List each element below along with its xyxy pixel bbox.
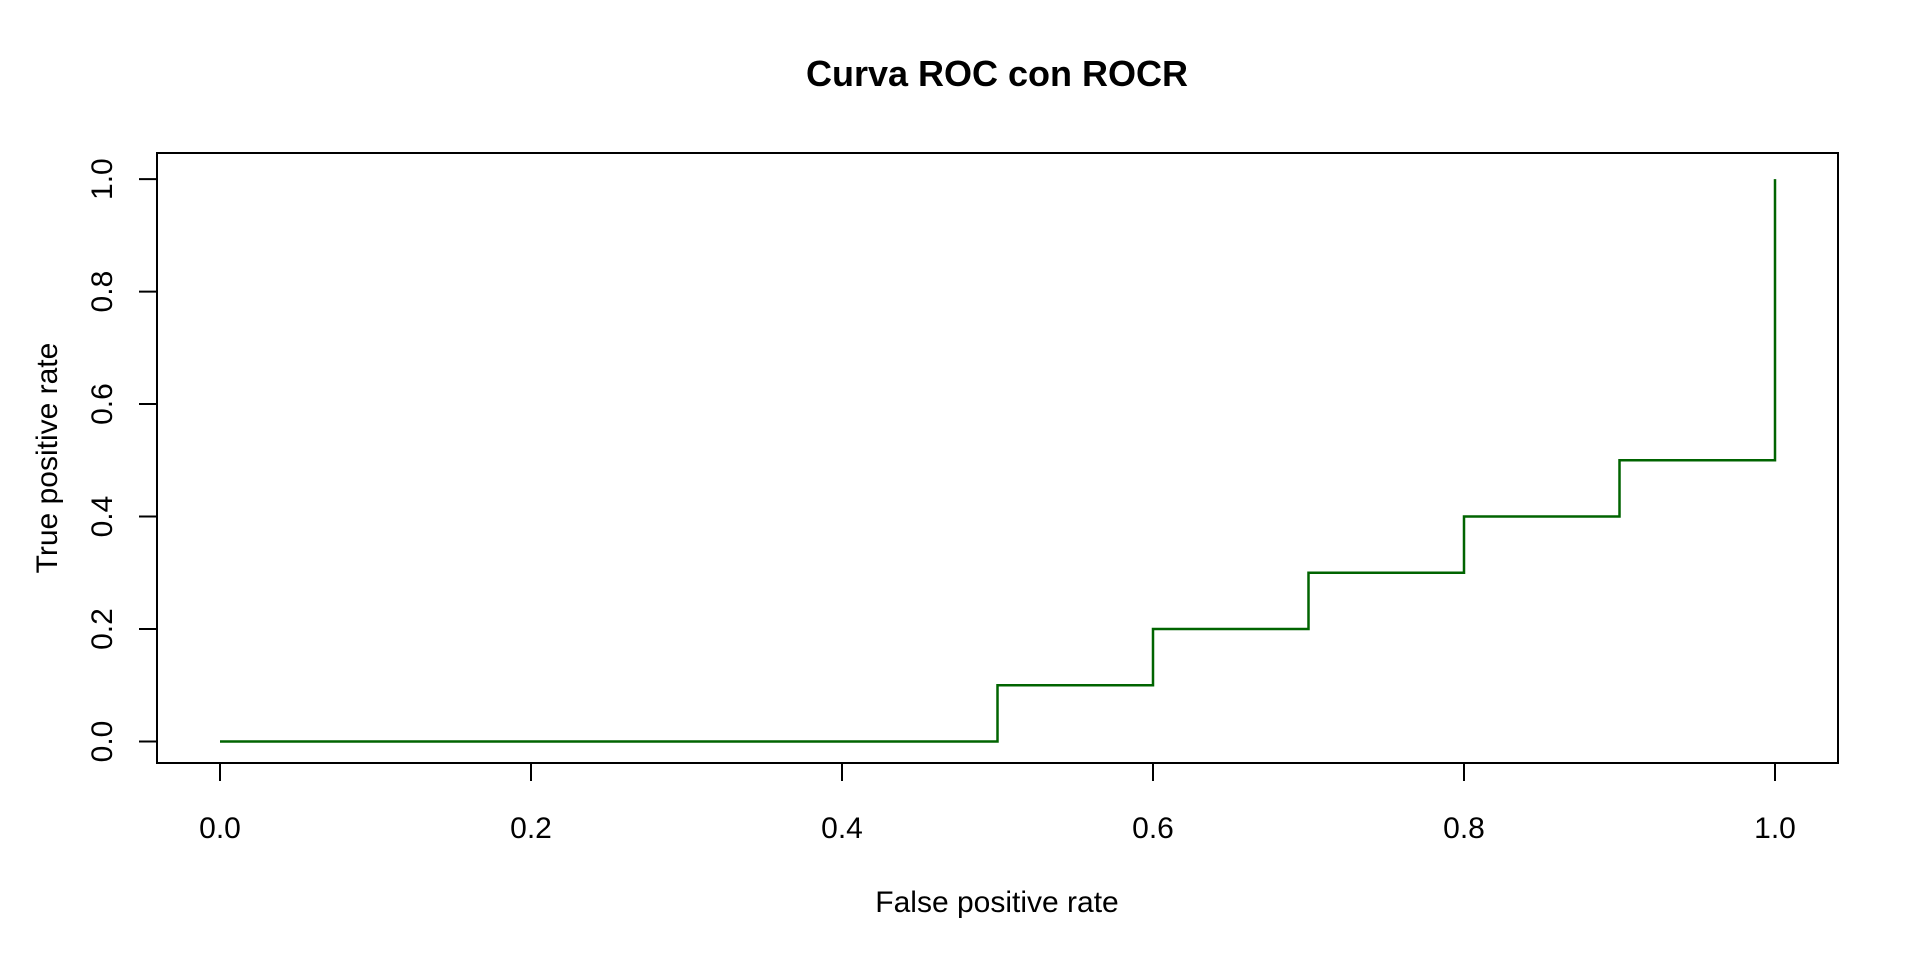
plot-box-border (156, 152, 1839, 764)
x-tick-label: 1.0 (1754, 812, 1796, 845)
x-axis-tick-labels: 0.0 0.2 0.4 0.6 0.8 1.0 (199, 812, 1796, 845)
roc-curve-series (220, 179, 1777, 743)
y-axis-title: True positive rate (31, 343, 64, 574)
chart-title: Curva ROC con ROCR (806, 53, 1188, 94)
y-tick-label: 0.8 (86, 271, 119, 313)
y-axis-ticks (139, 178, 157, 743)
y-tick-label: 0.2 (86, 608, 119, 650)
x-axis-ticks (219, 763, 1776, 781)
x-tick-label: 0.0 (199, 812, 241, 845)
x-tick-label: 0.8 (1443, 812, 1485, 845)
y-axis-tick-labels: 0.0 0.2 0.4 0.6 0.8 1.0 (86, 158, 119, 762)
y-tick-label: 0.4 (86, 496, 119, 538)
x-axis-title: False positive rate (875, 886, 1118, 919)
y-tick-label: 0.0 (86, 721, 119, 763)
y-tick-label: 1.0 (86, 158, 119, 200)
x-tick-label: 0.2 (510, 812, 552, 845)
x-tick-label: 0.6 (1132, 812, 1174, 845)
y-tick-label: 0.6 (86, 383, 119, 425)
x-tick-label: 0.4 (821, 812, 863, 845)
roc-curve-line (220, 179, 1777, 743)
